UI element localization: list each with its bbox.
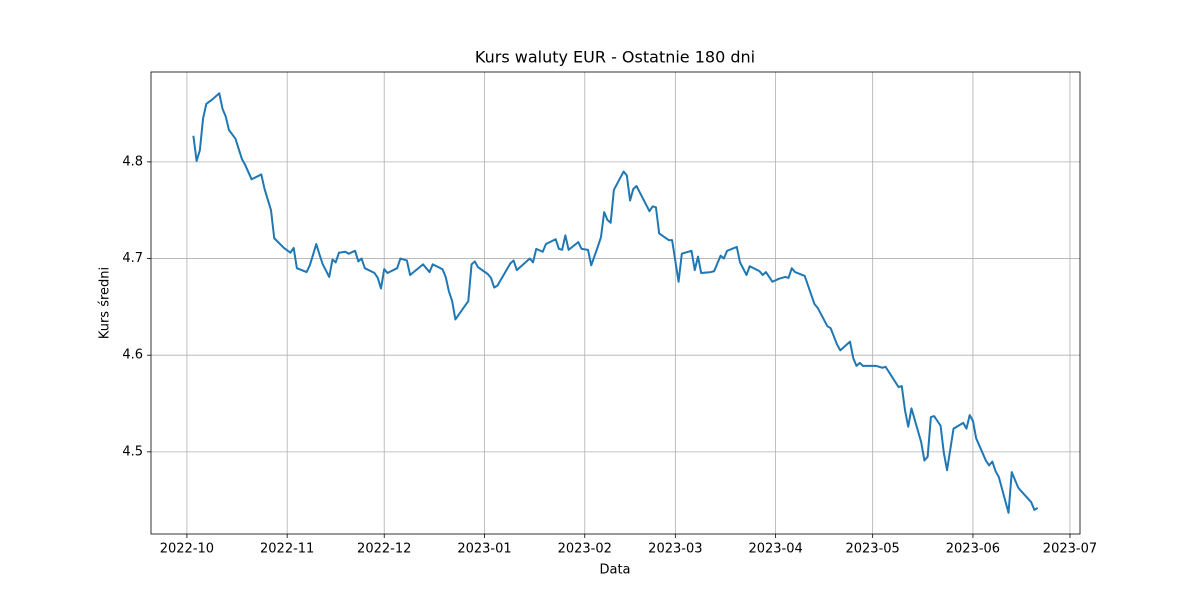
x-tick-label: 2022-12 [357, 542, 411, 557]
x-tick-label: 2023-03 [648, 542, 702, 557]
x-tick-label: 2022-11 [260, 542, 314, 557]
x-tick-label: 2023-02 [558, 542, 612, 557]
plot-frame [150, 71, 1081, 535]
x-tick-label: 2022-10 [160, 542, 214, 557]
x-tick-label: 2023-01 [457, 542, 511, 557]
x-tick-label: 2023-05 [845, 542, 899, 557]
x-tick-label: 2023-04 [748, 542, 802, 557]
x-tick-label: 2023-07 [1043, 542, 1097, 557]
y-tick-label: 4.8 [122, 154, 143, 169]
y-tick-label: 4.5 [122, 444, 143, 459]
y-tick-label: 4.6 [122, 348, 143, 363]
y-axis-label: Kurs średni [98, 267, 113, 339]
chart-title: Kurs waluty EUR - Ostatnie 180 dni [475, 48, 755, 67]
x-axis-label: Data [599, 563, 630, 578]
data-line [192, 92, 1039, 514]
x-tick-label: 2023-06 [946, 542, 1000, 557]
y-tick-label: 4.7 [122, 251, 143, 266]
